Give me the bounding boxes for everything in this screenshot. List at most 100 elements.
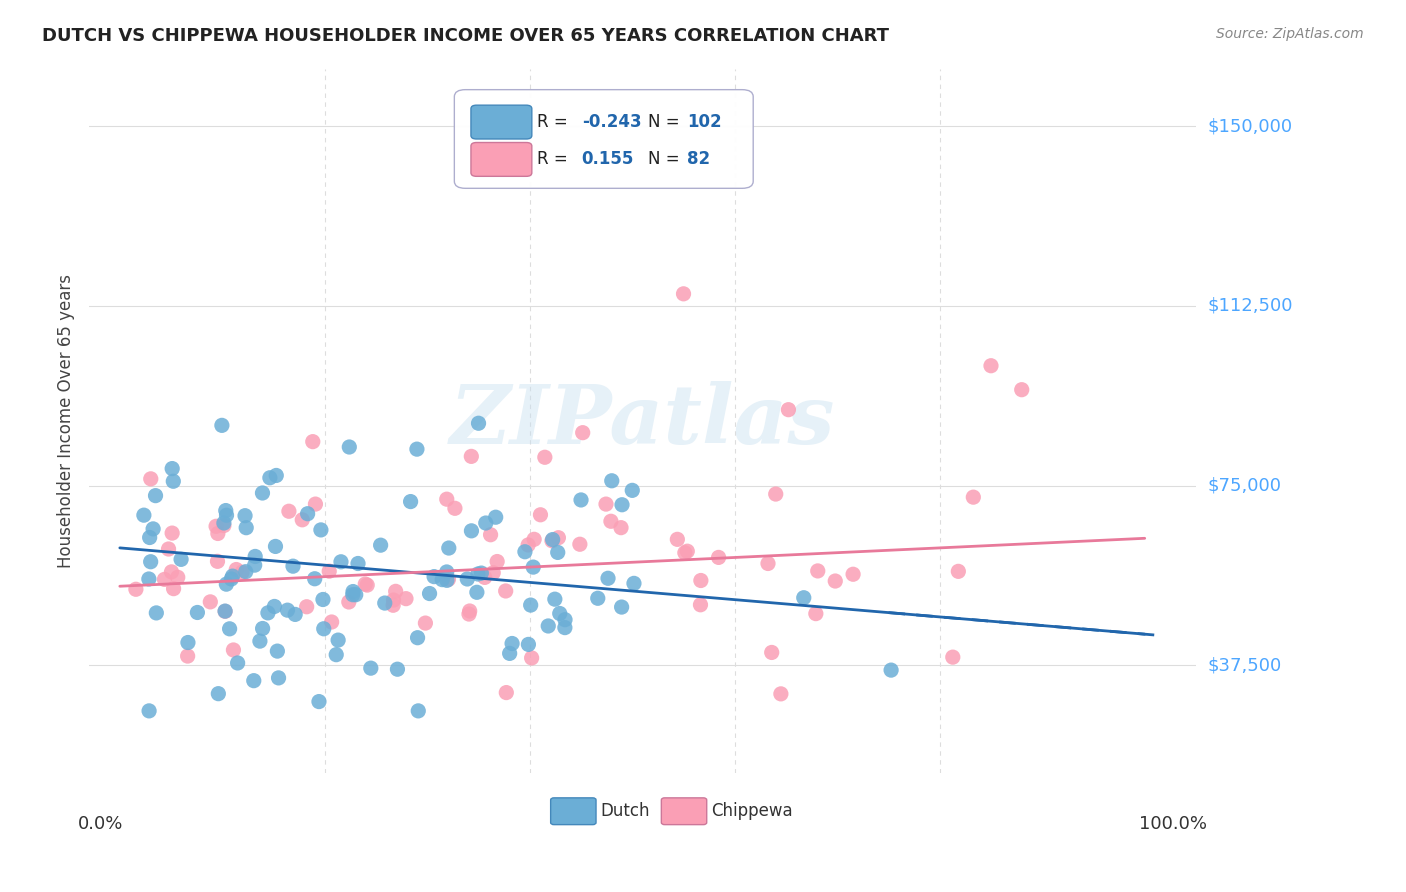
Point <box>266 644 288 658</box>
Point <box>139 472 162 486</box>
Point <box>436 492 458 507</box>
Point <box>460 524 482 538</box>
Point <box>586 591 609 606</box>
Point <box>769 687 792 701</box>
Point <box>226 656 249 670</box>
Point <box>707 550 730 565</box>
Point <box>215 503 238 517</box>
Point <box>544 592 567 607</box>
Point <box>259 471 281 485</box>
Point <box>423 569 446 583</box>
Point <box>337 595 360 609</box>
Point <box>225 562 247 576</box>
Point <box>1011 383 1033 397</box>
Point <box>212 518 235 533</box>
Point <box>221 572 243 586</box>
Point <box>395 591 418 606</box>
Point <box>807 564 830 578</box>
Point <box>474 516 496 530</box>
Point <box>547 545 569 559</box>
Point <box>325 648 347 662</box>
Point <box>153 573 176 587</box>
Point <box>568 537 591 551</box>
Point <box>765 487 787 501</box>
Point <box>623 576 645 591</box>
Point <box>281 559 304 574</box>
Point <box>205 519 228 533</box>
Text: R =: R = <box>537 113 574 131</box>
Point <box>138 704 160 718</box>
Point <box>138 531 160 545</box>
Point <box>207 554 229 568</box>
FancyBboxPatch shape <box>661 797 707 824</box>
Point <box>176 648 198 663</box>
Point <box>547 531 569 545</box>
Text: $112,500: $112,500 <box>1208 297 1292 315</box>
Point <box>419 586 441 600</box>
Point <box>160 526 183 541</box>
Point <box>534 450 557 465</box>
Text: Dutch: Dutch <box>600 802 650 821</box>
Point <box>596 571 619 585</box>
Point <box>541 533 564 548</box>
Point <box>342 588 364 602</box>
Point <box>399 494 422 508</box>
Y-axis label: Householder Income Over 65 years: Householder Income Over 65 years <box>58 274 75 568</box>
Point <box>458 604 481 618</box>
Point <box>132 508 155 523</box>
Point <box>337 440 360 454</box>
Point <box>672 286 695 301</box>
Point <box>415 616 437 631</box>
Point <box>548 607 571 621</box>
Point <box>804 607 827 621</box>
Point <box>252 486 274 500</box>
Point <box>942 650 965 665</box>
Point <box>520 651 543 665</box>
Point <box>513 545 536 559</box>
Point <box>157 541 180 556</box>
Point <box>162 582 184 596</box>
Point <box>673 546 696 560</box>
Point <box>382 599 405 613</box>
Text: 82: 82 <box>686 151 710 169</box>
Point <box>880 663 903 677</box>
Point <box>522 560 544 574</box>
Point <box>621 483 644 498</box>
Point <box>778 402 800 417</box>
Text: -0.243: -0.243 <box>582 113 641 131</box>
Point <box>529 508 551 522</box>
Point <box>207 687 229 701</box>
Point <box>571 425 593 440</box>
Point <box>406 442 429 457</box>
Point <box>436 574 458 588</box>
Point <box>214 604 236 618</box>
Point <box>312 592 335 607</box>
Point <box>312 622 335 636</box>
FancyBboxPatch shape <box>551 797 596 824</box>
Point <box>689 574 711 588</box>
Point <box>501 636 523 650</box>
Point <box>541 533 564 547</box>
Point <box>277 504 299 518</box>
Text: $37,500: $37,500 <box>1208 657 1281 674</box>
Point <box>162 475 184 489</box>
Point <box>610 521 633 535</box>
Point <box>482 566 505 580</box>
Point <box>170 552 193 566</box>
Point <box>291 513 314 527</box>
Text: Chippewa: Chippewa <box>711 802 793 821</box>
Point <box>249 634 271 648</box>
Point <box>756 557 779 571</box>
Point <box>252 622 274 636</box>
Point <box>980 359 1002 373</box>
Point <box>304 572 326 586</box>
Point <box>354 577 377 591</box>
Point <box>842 567 865 582</box>
Point <box>177 635 200 649</box>
Point <box>517 637 540 651</box>
Point <box>276 603 298 617</box>
Point <box>342 584 364 599</box>
Point <box>218 622 240 636</box>
Point <box>200 595 222 609</box>
Point <box>437 541 460 555</box>
